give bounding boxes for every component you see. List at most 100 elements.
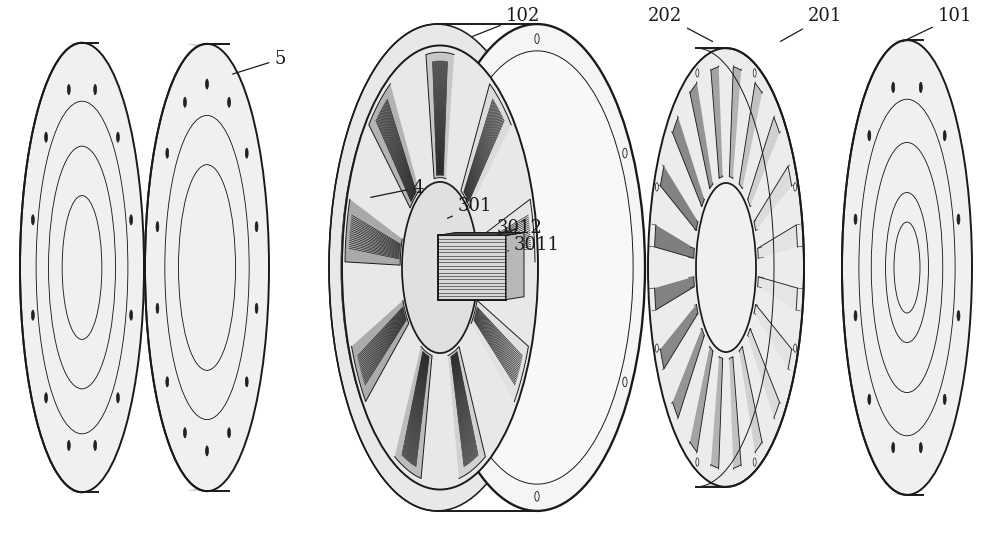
Polygon shape [369,84,419,208]
Ellipse shape [67,85,70,95]
Polygon shape [758,225,797,258]
Ellipse shape [184,97,186,108]
Polygon shape [660,166,698,231]
Polygon shape [478,199,535,265]
Text: 301: 301 [448,197,492,218]
Ellipse shape [655,183,658,191]
Polygon shape [448,347,485,478]
Ellipse shape [623,377,627,387]
Ellipse shape [94,85,97,95]
Text: 101: 101 [903,7,972,42]
Ellipse shape [245,148,248,158]
Text: 102: 102 [473,7,540,36]
Polygon shape [729,357,741,468]
Polygon shape [426,52,454,179]
Ellipse shape [957,311,960,321]
Ellipse shape [794,344,797,352]
Ellipse shape [45,393,47,403]
Ellipse shape [20,43,144,492]
Ellipse shape [892,442,895,453]
Polygon shape [461,84,511,208]
Polygon shape [748,117,779,207]
Ellipse shape [623,148,627,158]
Ellipse shape [166,377,169,387]
Ellipse shape [753,458,756,466]
Ellipse shape [854,311,857,321]
Ellipse shape [842,40,972,495]
Text: 4: 4 [371,179,424,197]
Ellipse shape [206,79,208,89]
Text: 3011: 3011 [508,236,560,254]
Ellipse shape [245,377,248,387]
Ellipse shape [892,82,895,93]
Ellipse shape [166,148,169,158]
Ellipse shape [67,440,70,450]
Ellipse shape [156,303,159,314]
Ellipse shape [535,492,539,501]
Ellipse shape [943,131,946,141]
Ellipse shape [696,458,699,466]
Polygon shape [739,347,762,452]
Ellipse shape [329,24,545,511]
Ellipse shape [441,51,633,484]
Polygon shape [395,347,432,478]
Polygon shape [329,24,645,511]
Polygon shape [690,83,713,188]
Ellipse shape [402,182,478,353]
Ellipse shape [130,310,133,320]
Polygon shape [739,83,762,188]
Ellipse shape [228,97,230,108]
Polygon shape [345,199,402,265]
Ellipse shape [255,303,258,314]
Polygon shape [352,301,409,402]
Polygon shape [66,43,144,492]
Polygon shape [696,48,804,487]
Ellipse shape [753,69,756,77]
Ellipse shape [655,344,658,352]
Text: 3012: 3012 [497,219,543,236]
Ellipse shape [206,446,208,456]
Bar [438,235,506,300]
Polygon shape [438,233,524,235]
Text: 5: 5 [233,50,286,74]
Polygon shape [754,304,792,369]
Polygon shape [754,166,792,231]
Polygon shape [506,233,524,300]
Ellipse shape [341,51,533,484]
Ellipse shape [535,34,539,43]
Ellipse shape [117,132,119,142]
Ellipse shape [429,24,645,511]
Polygon shape [471,301,528,402]
Ellipse shape [919,442,922,453]
Polygon shape [891,40,972,495]
Polygon shape [748,328,779,418]
Polygon shape [655,225,694,258]
Ellipse shape [447,377,451,387]
Polygon shape [711,357,723,468]
Ellipse shape [117,393,119,403]
Ellipse shape [184,427,186,438]
Text: 201: 201 [780,7,842,41]
Ellipse shape [919,82,922,93]
Polygon shape [729,67,741,178]
Polygon shape [673,117,704,207]
Ellipse shape [648,48,804,487]
Ellipse shape [868,394,871,404]
Polygon shape [660,304,698,369]
Ellipse shape [31,215,34,225]
Polygon shape [690,347,713,452]
Ellipse shape [94,440,97,450]
Polygon shape [185,44,269,491]
Ellipse shape [130,215,133,225]
Ellipse shape [957,214,960,224]
Ellipse shape [854,214,857,224]
Polygon shape [711,67,723,178]
Ellipse shape [868,131,871,141]
Ellipse shape [228,427,230,438]
Ellipse shape [156,221,159,232]
Ellipse shape [31,310,34,320]
Text: 202: 202 [648,7,713,42]
Ellipse shape [45,132,47,142]
Ellipse shape [145,44,269,491]
Ellipse shape [255,221,258,232]
